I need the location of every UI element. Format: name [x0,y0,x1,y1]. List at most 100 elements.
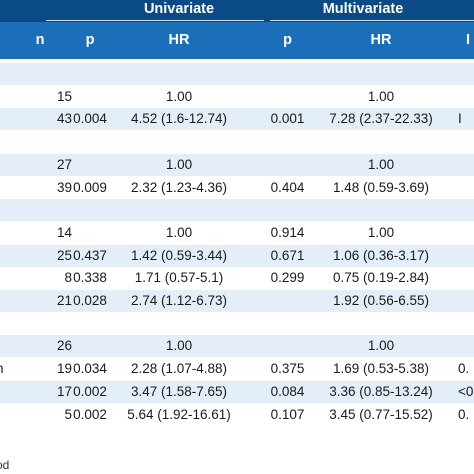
n-cell: 8 [64,270,72,286]
hr-univariate-cell: 2.28 (1.07-4.88) [130,361,228,377]
p-multivariate-cell [255,63,320,85]
p-univariate-cell: 0.437 [73,247,107,263]
column-header-p-multivariate: p [283,32,292,48]
hr-multivariate-cell: 1.48 (0.59-3.69) [332,179,430,195]
n-cell: 26 [56,338,72,354]
row-label-cell [0,222,16,244]
p-univariate-cell [60,131,120,153]
p-univariate-cell [60,63,120,85]
table-row: 39 0.009 2.32 (1.23-4.36) 0.404 1.48 (0.59-3… [0,176,474,199]
hr-multivariate-cell: 1.00 [367,88,395,104]
table-group-header: Univariate Multivariate [0,0,474,22]
extra-cell [458,245,474,267]
multivariate-group-label: Multivariate [322,1,404,17]
extra-cell: 0. [458,406,470,422]
row-label-cell [0,131,16,153]
row-label-cell [0,404,16,426]
p-univariate-cell [60,313,120,335]
table-row: 15 1.00 1.00 [0,85,474,108]
extra-cell: I [458,111,462,127]
hr-univariate-cell [112,63,246,85]
extra-cell [458,290,474,312]
row-label-cell [0,335,16,357]
row-label-cell [0,154,16,176]
row-label-cell [0,245,16,267]
extra-cell [458,267,474,289]
hr-univariate-cell: 4.52 (1.6-12.74) [130,111,228,127]
p-multivariate-cell [255,154,320,176]
hr-univariate-cell [112,131,246,153]
p-univariate-cell [60,199,120,221]
n-cell: 43 [56,111,72,127]
n-cell: 19 [56,361,72,377]
p-univariate-cell [60,86,120,108]
extra-cell [458,63,474,85]
n-cell: 39 [56,179,72,195]
p-univariate-cell: 0.002 [73,383,107,399]
table-row [0,63,474,85]
hr-multivariate-cell: 1.00 [367,156,395,172]
hr-multivariate-cell [314,63,448,85]
extra-cell [458,222,474,244]
extra-cell [458,131,474,153]
hr-multivariate-cell: 1.92 (0.56-6.55) [332,293,430,308]
p-univariate-cell [60,335,120,357]
n-cell: 27 [56,156,72,172]
hr-univariate-cell: 2.74 (1.12-6.73) [130,293,228,308]
p-multivariate-cell [255,86,320,108]
column-header-hr-multivariate: HR [370,32,392,48]
table-row: 8 0.338 1.71 (0.57-5.1) 0.299 0.75 (0.19-2.8… [0,267,474,290]
p-multivariate-cell: 0.084 [270,383,305,399]
n-cell: 15 [56,88,72,104]
column-header-p-univariate: p [85,32,95,48]
p-univariate-cell [60,154,120,176]
hr-multivariate-cell: 1.69 (0.53-5.38) [332,361,430,377]
p-multivariate-cell: 0.671 [270,247,305,263]
table-row: 27 1.00 1.00 [0,153,474,176]
p-multivariate-cell: 0.107 [270,406,305,422]
hr-multivariate-cell: 3.36 (0.85-13.24) [329,383,433,399]
p-univariate-cell: 0.002 [73,406,107,422]
table-row: 26 1.00 1.00 [0,335,474,358]
table-footnote: od [0,458,10,472]
hr-multivariate-cell: 7.28 (2.37-22.33) [329,111,433,127]
p-univariate-cell: 0.028 [73,293,107,308]
table-row: 14 1.00 0.914 1.00 [0,221,474,244]
p-multivariate-cell [255,131,320,153]
p-multivariate-cell: 0.375 [270,361,305,377]
p-univariate-cell [60,222,120,244]
hr-multivariate-cell: 3.45 (0.77-15.52) [329,406,433,422]
table-row: 5 0.002 5.64 (1.92-16.61) 0.107 3.45 (0.77-1… [0,403,474,426]
univariate-group-label: Univariate [143,1,215,17]
p-multivariate-cell [255,335,320,357]
hr-univariate-cell: 2.32 (1.23-4.36) [130,179,228,195]
hr-univariate-cell: 1.71 (0.57-5.1) [134,270,224,286]
table-row [0,199,474,222]
column-header-n: n [35,32,45,48]
n-cell: 21 [56,293,72,308]
row-label-cell [0,177,16,199]
multivariate-underline [270,20,474,21]
hr-multivariate-cell: 1.00 [367,338,395,354]
hr-multivariate-cell: 1.06 (0.36-3.17) [332,247,430,263]
hr-univariate-cell: 1.00 [165,88,193,104]
extra-cell [458,154,474,176]
table-row: 25 0.437 1.42 (0.59-3.44) 0.671 1.06 (0.36-3… [0,244,474,267]
hr-multivariate-cell [314,199,448,221]
table-row [0,131,474,154]
p-multivariate-cell [255,199,320,221]
extra-cell [458,177,474,199]
extra-cell [458,335,474,357]
extra-cell [458,199,474,221]
column-header-hr-univariate: HR [168,32,190,48]
hr-univariate-cell: 1.00 [165,156,193,172]
row-label-cell [0,313,16,335]
row-label-cell [0,86,16,108]
hr-multivariate-cell: 1.00 [367,224,395,240]
n-cell: 14 [56,224,72,240]
extra-cell [458,86,474,108]
univariate-underline [46,20,264,21]
p-multivariate-cell [255,290,320,312]
row-label-cell [0,199,16,221]
p-multivariate-cell: 0.404 [270,179,305,195]
